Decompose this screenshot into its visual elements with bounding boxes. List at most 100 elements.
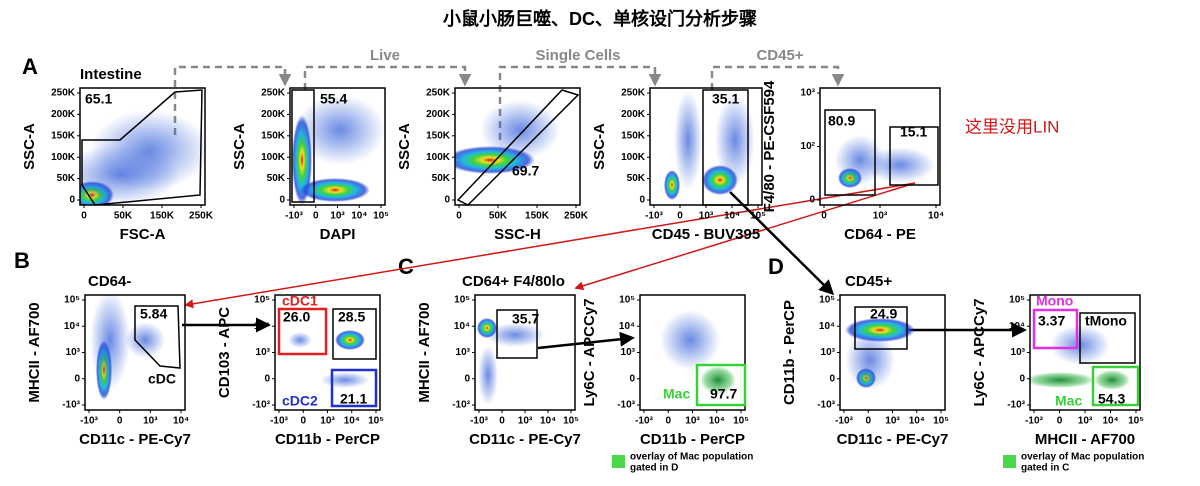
x-tick-label: -10³ — [835, 416, 853, 427]
x-tick-label: 50K — [489, 211, 508, 222]
x-tick-label: 10⁴ — [909, 416, 925, 427]
y-tick-label: 10⁴ — [454, 321, 470, 332]
x-tick-label: 10³ — [699, 211, 714, 222]
connector — [173, 65, 292, 135]
gate-label: 28.5 — [338, 309, 365, 325]
gate-label: 15.1 — [900, 124, 927, 140]
density-blob — [335, 330, 365, 350]
y-tick-label: 50K — [57, 173, 76, 184]
y-tick-label: 200K — [426, 109, 451, 120]
density-blob — [288, 332, 312, 348]
y-tick-label: 10³ — [1011, 347, 1026, 358]
y-axis-label: SSC-A — [231, 123, 248, 170]
y-tick-label: 0 — [809, 195, 815, 206]
x-axis-label: CD11b - PerCP — [275, 431, 380, 448]
gate-label: 24.9 — [870, 306, 897, 322]
legend-swatch — [1003, 455, 1016, 468]
y-axis-label: MHCII - AF700 — [416, 302, 433, 402]
y-tick-label: 10⁴ — [64, 321, 80, 332]
panel-letter: A — [22, 54, 38, 79]
x-tick-label: 10³ — [873, 211, 888, 222]
gate-label: cDC1 — [282, 293, 318, 309]
gate-step: Live — [370, 47, 400, 64]
y-axis-label: CD103 - APC — [216, 307, 233, 398]
gate — [1091, 365, 1140, 407]
x-tick-label: -10³ — [635, 416, 653, 427]
flow-plot: CD64- CD11c - PE-Cy7 MHCII - AF700 -10³ 0 10³… — [26, 273, 191, 448]
gate-label: tMono — [1085, 313, 1127, 329]
density — [845, 318, 915, 390]
y-tick-label: 10⁵ — [619, 295, 635, 306]
y-tick-label: 0 — [279, 195, 285, 206]
x-tick-label: 10⁵ — [368, 416, 384, 427]
y-tick-label: 50K — [627, 173, 646, 184]
x-tick-label: 10⁵ — [373, 211, 389, 222]
x-tick-label: 10³ — [885, 416, 900, 427]
x-tick-label: 0 — [499, 416, 505, 427]
gate-label: 69.7 — [512, 163, 539, 179]
x-axis-label: SSC-H — [494, 226, 541, 243]
flow-plot: CD45+ CD11c - PE-Cy7 CD11b - PerCP -10³ 0 10³… — [781, 273, 949, 448]
y-tick-label: 150K — [261, 130, 286, 141]
x-axis-label: MHCII - AF700 — [1035, 431, 1135, 448]
y-tick-label: 100K — [426, 152, 451, 163]
y-tick-label: 10³ — [456, 347, 471, 358]
density-blob — [90, 295, 130, 390]
x-tick-label: -10³ — [270, 416, 288, 427]
y-tick-label: 10³ — [801, 88, 816, 99]
x-tick-label: -10³ — [80, 416, 98, 427]
y-tick-label: 200K — [261, 109, 286, 120]
x-tick-label: -10³ — [645, 211, 663, 222]
x-tick-label: 10³ — [330, 211, 345, 222]
x-axis-label: DAPI — [320, 226, 356, 243]
y-tick-label: 10⁴ — [1009, 321, 1025, 332]
x-tick-label: 10⁴ — [709, 416, 725, 427]
y-axis-label: SSC-A — [396, 123, 413, 170]
figure-title: 小鼠小肠巨噬、DC、单核设门分析步骤 — [443, 8, 757, 29]
density-blob — [835, 135, 885, 185]
gate — [277, 307, 328, 356]
x-tick-label: 10⁵ — [933, 416, 949, 427]
density-blob — [715, 95, 755, 185]
gate — [496, 309, 538, 359]
y-tick-label: 100K — [261, 152, 286, 163]
y-tick-label: -10³ — [62, 400, 80, 411]
x-tick-label: 0 — [865, 416, 871, 427]
y-tick-label: 0 — [264, 373, 270, 384]
legend-text: overlay of Mac population — [1021, 452, 1144, 463]
density-blob — [1030, 372, 1095, 388]
flow-plot: MHCII - AF700 Ly6C - APCCy7 -10³ 0 10³ 10⁴ 10⁵… — [971, 293, 1144, 448]
x-tick-label: 150K — [525, 211, 550, 222]
density-blob — [478, 345, 498, 405]
x-tick-label: -10³ — [470, 416, 488, 427]
plot-header: CD64+ F4/80lo — [462, 273, 565, 290]
density — [660, 310, 736, 394]
gate — [695, 363, 747, 407]
gate — [134, 305, 181, 369]
density — [292, 95, 385, 205]
y-axis-label: Ly6C - APCCy7 — [971, 298, 988, 406]
y-tick-label: 10³ — [821, 347, 836, 358]
y-tick-label: 10⁵ — [1009, 295, 1025, 306]
y-tick-label: 0 — [69, 195, 75, 206]
density-blob — [485, 323, 545, 347]
gate — [291, 89, 315, 203]
connector — [498, 65, 662, 140]
gate — [824, 109, 876, 196]
x-axis-label: CD11c - PE-Cy7 — [79, 431, 191, 448]
density-blob — [320, 372, 370, 388]
gate — [1032, 308, 1079, 350]
gate-label: cDC — [148, 371, 176, 387]
y-tick-label: 50K — [267, 173, 286, 184]
gate-label: 65.1 — [85, 91, 112, 107]
plot-frame — [79, 87, 206, 206]
arrow — [729, 191, 835, 296]
x-tick-label: 10⁵ — [563, 416, 579, 427]
x-tick-label: 10⁴ — [173, 416, 189, 427]
flow-plot: CD11b - PerCP Ly6C - APCCy7 -10³ 0 10³ 10⁴ 10⁵… — [581, 294, 749, 448]
density — [664, 90, 755, 200]
plot-header: CD64- — [88, 273, 131, 290]
y-tick-label: 250K — [426, 88, 451, 99]
